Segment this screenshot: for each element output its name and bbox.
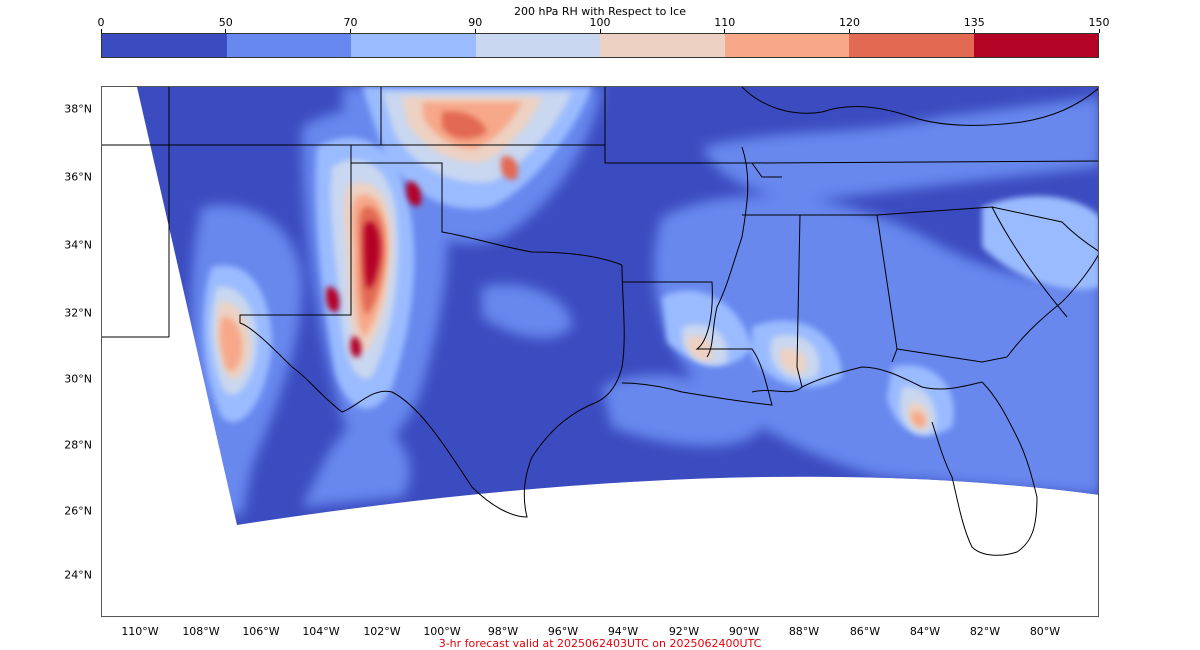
lat-label: 32°N [64, 306, 92, 320]
forecast-caption: 3-hr forecast valid at 2025062403UTC on … [438, 637, 762, 650]
lon-label: 80°W [1029, 625, 1061, 638]
lon-label: 102°W [363, 625, 401, 638]
colorbar-segment [724, 34, 849, 57]
colorbar-segment [600, 34, 725, 57]
colorbar-tick-label: 0 [97, 16, 105, 29]
lon-label: 92°W [668, 625, 700, 638]
colorbar-segment [849, 34, 974, 57]
lat-label: 30°N [64, 372, 92, 386]
colorbar-tick [1098, 29, 1100, 33]
colorbar-tick-label: 70 [343, 16, 358, 29]
colorbar-tick-label: 50 [218, 16, 233, 29]
lat-label: 38°N [64, 102, 92, 116]
colorbar-tick [474, 29, 476, 33]
colorbar-tick-label: 90 [468, 16, 483, 29]
lon-label: 98°W [487, 625, 519, 638]
lon-label: 100°W [423, 625, 461, 638]
colorbar-tick [599, 29, 601, 33]
colorbar-tick [724, 29, 726, 33]
colorbar-tick [100, 29, 102, 33]
lon-label: 106°W [242, 625, 280, 638]
colorbar-tick-label: 120 [839, 16, 860, 29]
lat-label: 24°N [64, 568, 92, 582]
colorbar-tick-label: 110 [714, 16, 736, 29]
lat-label: 36°N [64, 170, 92, 184]
boundaries [102, 87, 1098, 556]
colorbar-segment [351, 34, 476, 57]
lon-label: 110°W [121, 625, 159, 638]
colorbar-segment [226, 34, 351, 57]
colorbar-segment [102, 34, 227, 57]
map-canvas [102, 87, 1098, 556]
lon-label: 82°W [969, 625, 1001, 638]
lon-label: 96°W [547, 625, 579, 638]
colorbar-tick [225, 29, 227, 33]
colorbar-title: 200 hPa RH with Respect to Ice [514, 5, 686, 18]
lon-label: 88°W [788, 625, 820, 638]
colorbar-tick-label: 100 [589, 16, 611, 29]
colorbar-tick [849, 29, 850, 33]
lon-label: 94°W [607, 625, 639, 638]
colorbar-tick [973, 29, 975, 33]
colorbar-tick-label: 135 [963, 16, 985, 29]
colorbar-tick [350, 29, 351, 33]
lon-label: 86°W [849, 625, 881, 638]
lon-label: 90°W [728, 625, 760, 638]
colorbar-segment [973, 34, 1098, 57]
lat-label: 26°N [64, 504, 92, 518]
map-frame [101, 86, 1099, 617]
colorbar-segment [475, 34, 600, 57]
lat-label: 28°N [64, 438, 92, 452]
colorbar-tick-label: 150 [1088, 16, 1110, 29]
lon-label: 108°W [182, 625, 220, 638]
lon-label: 104°W [302, 625, 340, 638]
colorbar [101, 33, 1099, 58]
lon-label: 84°W [909, 625, 941, 638]
lat-label: 34°N [64, 238, 92, 252]
